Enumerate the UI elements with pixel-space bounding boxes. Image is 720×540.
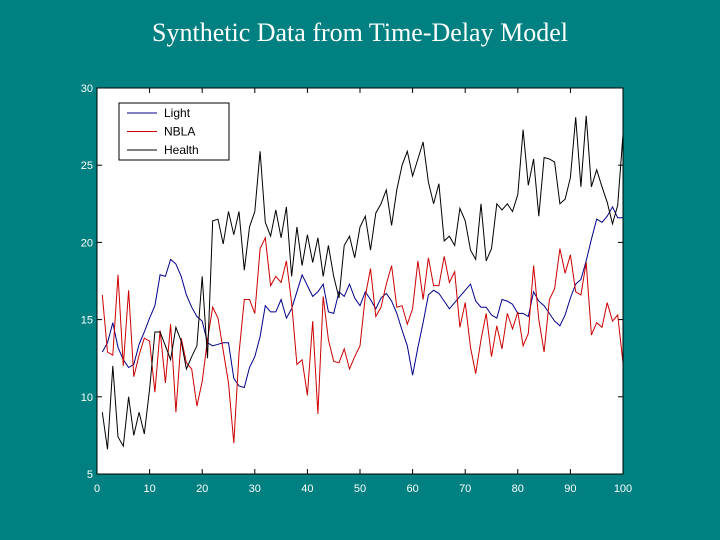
x-tick-label: 30 [249,483,261,495]
x-tick-label: 60 [406,483,418,495]
x-tick-label: 80 [512,483,524,495]
x-tick-label: 100 [614,483,632,495]
x-tick-label: 50 [354,483,366,495]
x-tick-label: 70 [459,483,471,495]
y-tick-label: 25 [81,160,93,172]
series-lines [101,115,624,450]
chart-title: Synthetic Data from Time-Delay Model [152,18,568,47]
y-tick-label: 15 [81,315,93,327]
x-tick-label: 20 [196,483,208,495]
y-tick-label: 30 [81,83,93,95]
x-tick-label: 0 [94,483,100,495]
y-tick-label: 20 [81,237,93,249]
y-tick-label: 5 [87,469,93,481]
plot-frame [96,87,624,475]
legend-label-health: Health [164,143,199,157]
y-tick-label: 10 [81,392,93,404]
x-tick-label: 90 [564,483,576,495]
axis-ticks: 0 10 20 30 40 50 60 70 80 90 100 5 10 15 20 25 30 [81,83,632,495]
legend-label-light: Light [164,106,191,120]
x-tick-label: 40 [301,483,313,495]
legend: Light NBLA Health [118,102,230,161]
series-line-health [101,115,624,450]
legend-label-nbla: NBLA [164,125,195,139]
x-tick-label: 10 [143,483,155,495]
series-line-nbla [101,236,624,444]
